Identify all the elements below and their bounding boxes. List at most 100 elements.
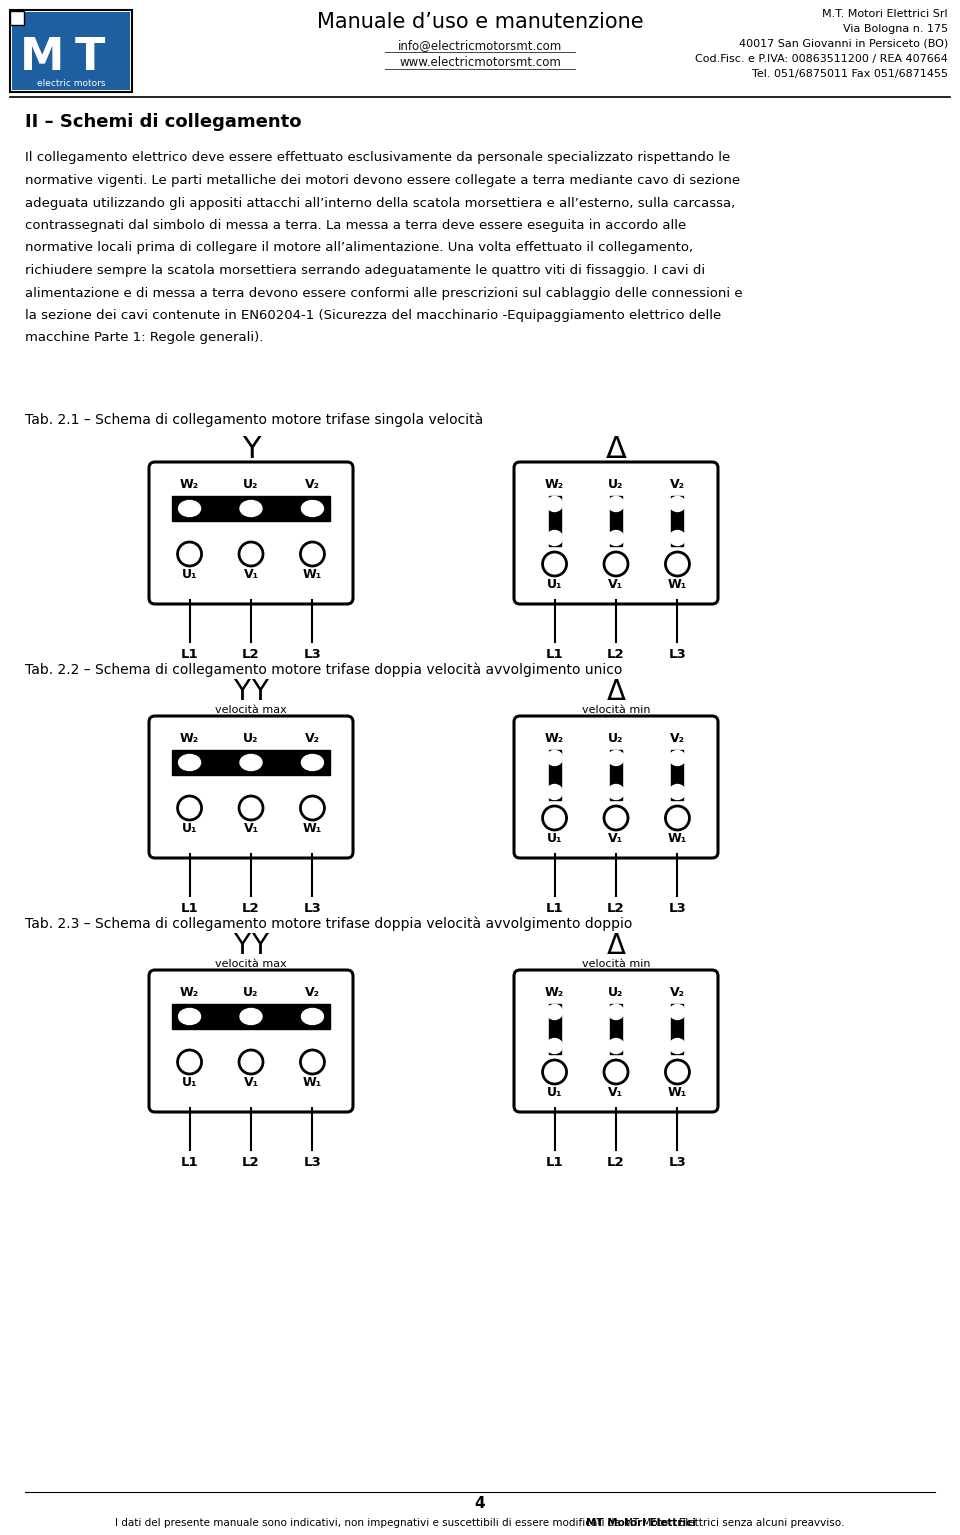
Text: W₁: W₁ [668, 577, 687, 591]
Text: V₂: V₂ [670, 479, 684, 491]
Text: Y: Y [233, 932, 251, 959]
Text: W₁: W₁ [302, 568, 322, 580]
Text: Via Bologna n. 175: Via Bologna n. 175 [843, 25, 948, 34]
Circle shape [604, 1061, 628, 1084]
Bar [10, 11, 132, 92]
Text: 40017 San Giovanni in Persiceto (BO): 40017 San Giovanni in Persiceto (BO) [739, 38, 948, 49]
Text: MT Motori Elettrici: MT Motori Elettrici [586, 1518, 696, 1527]
Text: richiudere sempre la scatola morsettiera serrando adeguatamente le quattro viti : richiudere sempre la scatola morsettiera… [25, 264, 706, 276]
Text: L3: L3 [303, 1156, 322, 1168]
Text: la sezione dei cavi contenute in EN60204-1 (Sicurezza del macchinario -Equipaggi: la sezione dei cavi contenute in EN60204… [25, 309, 721, 322]
Ellipse shape [546, 784, 563, 800]
Ellipse shape [240, 1008, 262, 1024]
Text: Manuale d’uso e manutenzione: Manuale d’uso e manutenzione [317, 12, 643, 32]
Ellipse shape [240, 500, 262, 516]
Text: Cod.Fisc. e P.IVA: 00863511200 / REA 407664: Cod.Fisc. e P.IVA: 00863511200 / REA 407… [695, 54, 948, 64]
Text: U₁: U₁ [547, 577, 563, 591]
FancyBboxPatch shape [149, 970, 353, 1111]
Text: L2: L2 [607, 648, 625, 660]
Circle shape [300, 1050, 324, 1074]
Text: L3: L3 [668, 648, 686, 660]
Text: Y: Y [252, 678, 269, 706]
Text: V₂: V₂ [305, 987, 320, 999]
Text: L1: L1 [180, 1156, 199, 1168]
Text: M: M [20, 37, 64, 80]
Text: Δ: Δ [607, 932, 626, 959]
Text: V₁: V₁ [609, 577, 624, 591]
Ellipse shape [608, 784, 624, 800]
Text: info@electricmotorsmt.com: info@electricmotorsmt.com [397, 40, 563, 52]
Text: W₁: W₁ [302, 1076, 322, 1088]
Ellipse shape [546, 496, 563, 511]
Bar [548, 1004, 561, 1055]
Bar [671, 1004, 684, 1055]
Ellipse shape [669, 1039, 685, 1053]
Text: W₁: W₁ [302, 821, 322, 835]
Text: L2: L2 [242, 901, 260, 915]
Text: W₁: W₁ [668, 1085, 687, 1099]
Text: L3: L3 [668, 901, 686, 915]
Ellipse shape [546, 1039, 563, 1053]
Text: velocità min: velocità min [582, 705, 650, 715]
Ellipse shape [669, 751, 685, 766]
Bar [610, 1004, 622, 1055]
Text: L3: L3 [668, 1156, 686, 1168]
Bar [10, 11, 24, 25]
Text: U₂: U₂ [243, 987, 258, 999]
Text: U₁: U₁ [547, 832, 563, 844]
Circle shape [665, 553, 689, 576]
FancyBboxPatch shape [149, 715, 353, 858]
Text: W₂: W₂ [545, 987, 564, 999]
Text: Tel. 051/6875011 Fax 051/6871455: Tel. 051/6875011 Fax 051/6871455 [752, 69, 948, 78]
Ellipse shape [301, 1008, 324, 1024]
FancyBboxPatch shape [514, 462, 718, 603]
Bar [172, 1004, 329, 1028]
Circle shape [239, 542, 263, 566]
Circle shape [239, 1050, 263, 1074]
Text: Y: Y [233, 678, 251, 706]
Text: V₁: V₁ [609, 1085, 624, 1099]
Circle shape [604, 553, 628, 576]
Text: U₂: U₂ [243, 479, 258, 491]
Circle shape [604, 806, 628, 830]
Text: Tab. 2.1 – Schema di collegamento motore trifase singola velocità: Tab. 2.1 – Schema di collegamento motore… [25, 413, 483, 427]
Bar [548, 496, 561, 546]
Ellipse shape [669, 784, 685, 800]
Bar [12, 12, 130, 91]
Bar [610, 496, 622, 546]
Circle shape [239, 797, 263, 820]
FancyBboxPatch shape [149, 462, 353, 603]
Text: V₂: V₂ [670, 987, 684, 999]
Text: www.electricmotorsmt.com: www.electricmotorsmt.com [399, 57, 561, 69]
Ellipse shape [240, 755, 262, 771]
Ellipse shape [608, 751, 624, 766]
Text: Il collegamento elettrico deve essere effettuato esclusivamente da personale spe: Il collegamento elettrico deve essere ef… [25, 152, 731, 164]
Text: L2: L2 [607, 901, 625, 915]
Text: W₁: W₁ [668, 832, 687, 844]
Ellipse shape [546, 1004, 563, 1019]
Ellipse shape [546, 751, 563, 766]
Text: velocità max: velocità max [215, 705, 287, 715]
Circle shape [300, 797, 324, 820]
Text: Y: Y [252, 932, 269, 959]
Text: U₁: U₁ [181, 568, 198, 580]
Text: W₂: W₂ [545, 479, 564, 491]
Text: U₁: U₁ [181, 1076, 198, 1088]
Circle shape [300, 542, 324, 566]
Text: T: T [75, 37, 106, 80]
Text: alimentazione e di messa a terra devono essere conformi alle prescrizioni sul ca: alimentazione e di messa a terra devono … [25, 287, 743, 299]
Circle shape [178, 797, 202, 820]
Text: L3: L3 [303, 901, 322, 915]
Bar [172, 751, 329, 775]
Text: velocità max: velocità max [215, 959, 287, 969]
Text: L2: L2 [607, 1156, 625, 1168]
Text: L1: L1 [545, 1156, 564, 1168]
Text: M.T. Motori Elettrici Srl: M.T. Motori Elettrici Srl [823, 9, 948, 18]
Ellipse shape [301, 500, 324, 516]
Circle shape [665, 1061, 689, 1084]
Text: Δ: Δ [606, 436, 627, 465]
Ellipse shape [669, 1004, 685, 1019]
Text: L1: L1 [180, 901, 199, 915]
Text: Δ: Δ [607, 678, 626, 706]
FancyBboxPatch shape [514, 970, 718, 1111]
